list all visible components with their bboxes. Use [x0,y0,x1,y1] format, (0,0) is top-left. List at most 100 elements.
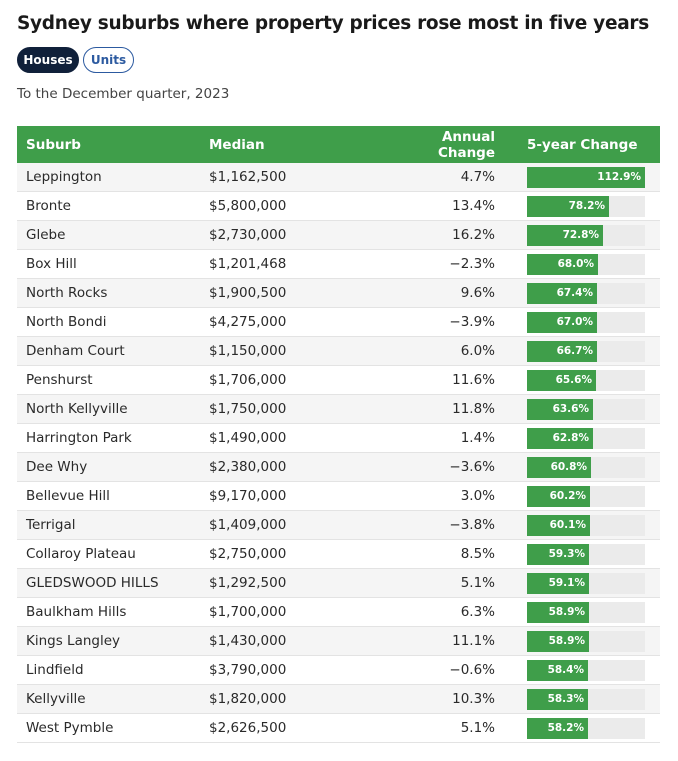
five-year-change-label: 78.2% [568,199,605,212]
suburb-cell: Penshurst [26,372,93,388]
bar-track: 58.3% [527,688,645,710]
five-year-change-bar [527,688,588,710]
table-row: Lindfield $3,790,000 −0.6% 58.4% [17,656,660,685]
median-cell: $1,706,000 [209,372,287,388]
five-year-change-label: 62.8% [552,431,589,444]
five-year-change-label: 67.0% [556,315,593,328]
median-cell: $2,750,000 [209,546,287,562]
bar-track: 112.9% [527,166,645,188]
table-row: Bellevue Hill $9,170,000 3.0% 60.2% [17,482,660,511]
median-cell: $1,700,000 [209,604,287,620]
five-year-change-cell: 65.6% [495,369,660,391]
table-row: Glebe $2,730,000 16.2% 72.8% [17,221,660,250]
five-year-change-bar [527,311,597,333]
suburb-cell: GLEDSWOOD HILLS [26,575,159,591]
suburb-cell: Dee Why [26,459,88,475]
column-header-five-year-change[interactable]: 5-year Change [527,136,638,153]
median-cell: $1,409,000 [209,517,287,533]
five-year-change-bar [527,514,590,536]
five-year-change-bar [527,572,589,594]
table-row: Box Hill $1,201,468 −2.3% 68.0% [17,250,660,279]
five-year-change-bar [527,659,588,681]
bar-track: 67.4% [527,282,645,304]
bar-track: 58.2% [527,717,645,739]
column-header-annual-change[interactable]: Annual Change [437,128,495,161]
table-body: Leppington $1,162,500 4.7% 112.9% Bronte $5,8… [17,163,660,743]
five-year-change-cell: 112.9% [495,166,660,188]
bar-track: 60.2% [527,485,645,507]
annual-change-cell: 11.8% [452,401,495,417]
five-year-change-cell: 58.3% [495,688,660,710]
five-year-change-label: 67.4% [556,286,593,299]
median-cell: $5,800,000 [209,198,287,214]
bar-track: 59.1% [527,572,645,594]
bar-track: 58.4% [527,659,645,681]
five-year-change-bar [527,485,590,507]
five-year-change-bar [527,369,596,391]
median-cell: $1,292,500 [209,575,287,591]
five-year-change-cell: 58.2% [495,717,660,739]
suburb-cell: Kings Langley [26,633,121,649]
table-row: North Kellyville $1,750,000 11.8% 63.6% [17,395,660,424]
annual-change-cell: 11.1% [452,633,495,649]
bar-track: 58.9% [527,630,645,652]
annual-change-cell: 9.6% [460,285,495,301]
five-year-change-bar [527,427,593,449]
property-type-toggle: Houses Units [17,47,134,73]
suburb-cell: Kellyville [26,691,86,707]
five-year-change-bar [527,282,597,304]
suburb-cell: Baulkham Hills [26,604,127,620]
median-cell: $1,490,000 [209,430,287,446]
five-year-change-bar [527,717,588,739]
table-row: Penshurst $1,706,000 11.6% 65.6% [17,366,660,395]
five-year-change-cell: 60.1% [495,514,660,536]
houses-toggle-button[interactable]: Houses [17,47,79,73]
suburb-cell: North Bondi [26,314,107,330]
bar-track: 67.0% [527,311,645,333]
annual-change-cell: 13.4% [452,198,495,214]
annual-change-cell: −3.9% [449,314,495,330]
bar-track: 60.8% [527,456,645,478]
five-year-change-bar [527,340,597,362]
table-row: Dee Why $2,380,000 −3.6% 60.8% [17,453,660,482]
table-row: Bronte $5,800,000 13.4% 78.2% [17,192,660,221]
table-row: Kings Langley $1,430,000 11.1% 58.9% [17,627,660,656]
median-cell: $2,730,000 [209,227,287,243]
chart-title: Sydney suburbs where property prices ros… [17,13,649,34]
suburb-cell: Leppington [26,169,102,185]
suburb-cell: North Rocks [26,285,108,301]
annual-change-cell: −2.3% [449,256,495,272]
five-year-change-cell: 63.6% [495,398,660,420]
suburb-cell: Denham Court [26,343,125,359]
suburb-cell: Harrington Park [26,430,132,446]
five-year-change-label: 72.8% [562,228,599,241]
bar-track: 60.1% [527,514,645,536]
annual-change-cell: −3.6% [449,459,495,475]
suburb-cell: Bellevue Hill [26,488,110,504]
five-year-change-cell: 62.8% [495,427,660,449]
suburb-cell: Bronte [26,198,71,214]
column-header-median[interactable]: Median [209,136,265,153]
five-year-change-label: 112.9% [597,170,641,183]
five-year-change-cell: 58.4% [495,659,660,681]
median-cell: $1,430,000 [209,633,287,649]
five-year-change-bar [527,224,603,246]
annual-change-cell: 4.7% [460,169,495,185]
bar-track: 78.2% [527,195,645,217]
units-toggle-button[interactable]: Units [83,47,134,73]
annual-change-cell: 5.1% [460,575,495,591]
five-year-change-cell: 67.4% [495,282,660,304]
five-year-change-bar [527,166,645,188]
five-year-change-cell: 59.3% [495,543,660,565]
five-year-change-label: 58.3% [547,692,584,705]
suburb-cell: North Kellyville [26,401,128,417]
annual-change-cell: 10.3% [452,691,495,707]
annual-change-cell: 11.6% [452,372,495,388]
five-year-change-label: 63.6% [552,402,589,415]
median-cell: $1,820,000 [209,691,287,707]
five-year-change-cell: 68.0% [495,253,660,275]
five-year-change-label: 68.0% [557,257,594,270]
column-header-suburb[interactable]: Suburb [26,136,81,153]
five-year-change-cell: 59.1% [495,572,660,594]
five-year-change-cell: 60.8% [495,456,660,478]
